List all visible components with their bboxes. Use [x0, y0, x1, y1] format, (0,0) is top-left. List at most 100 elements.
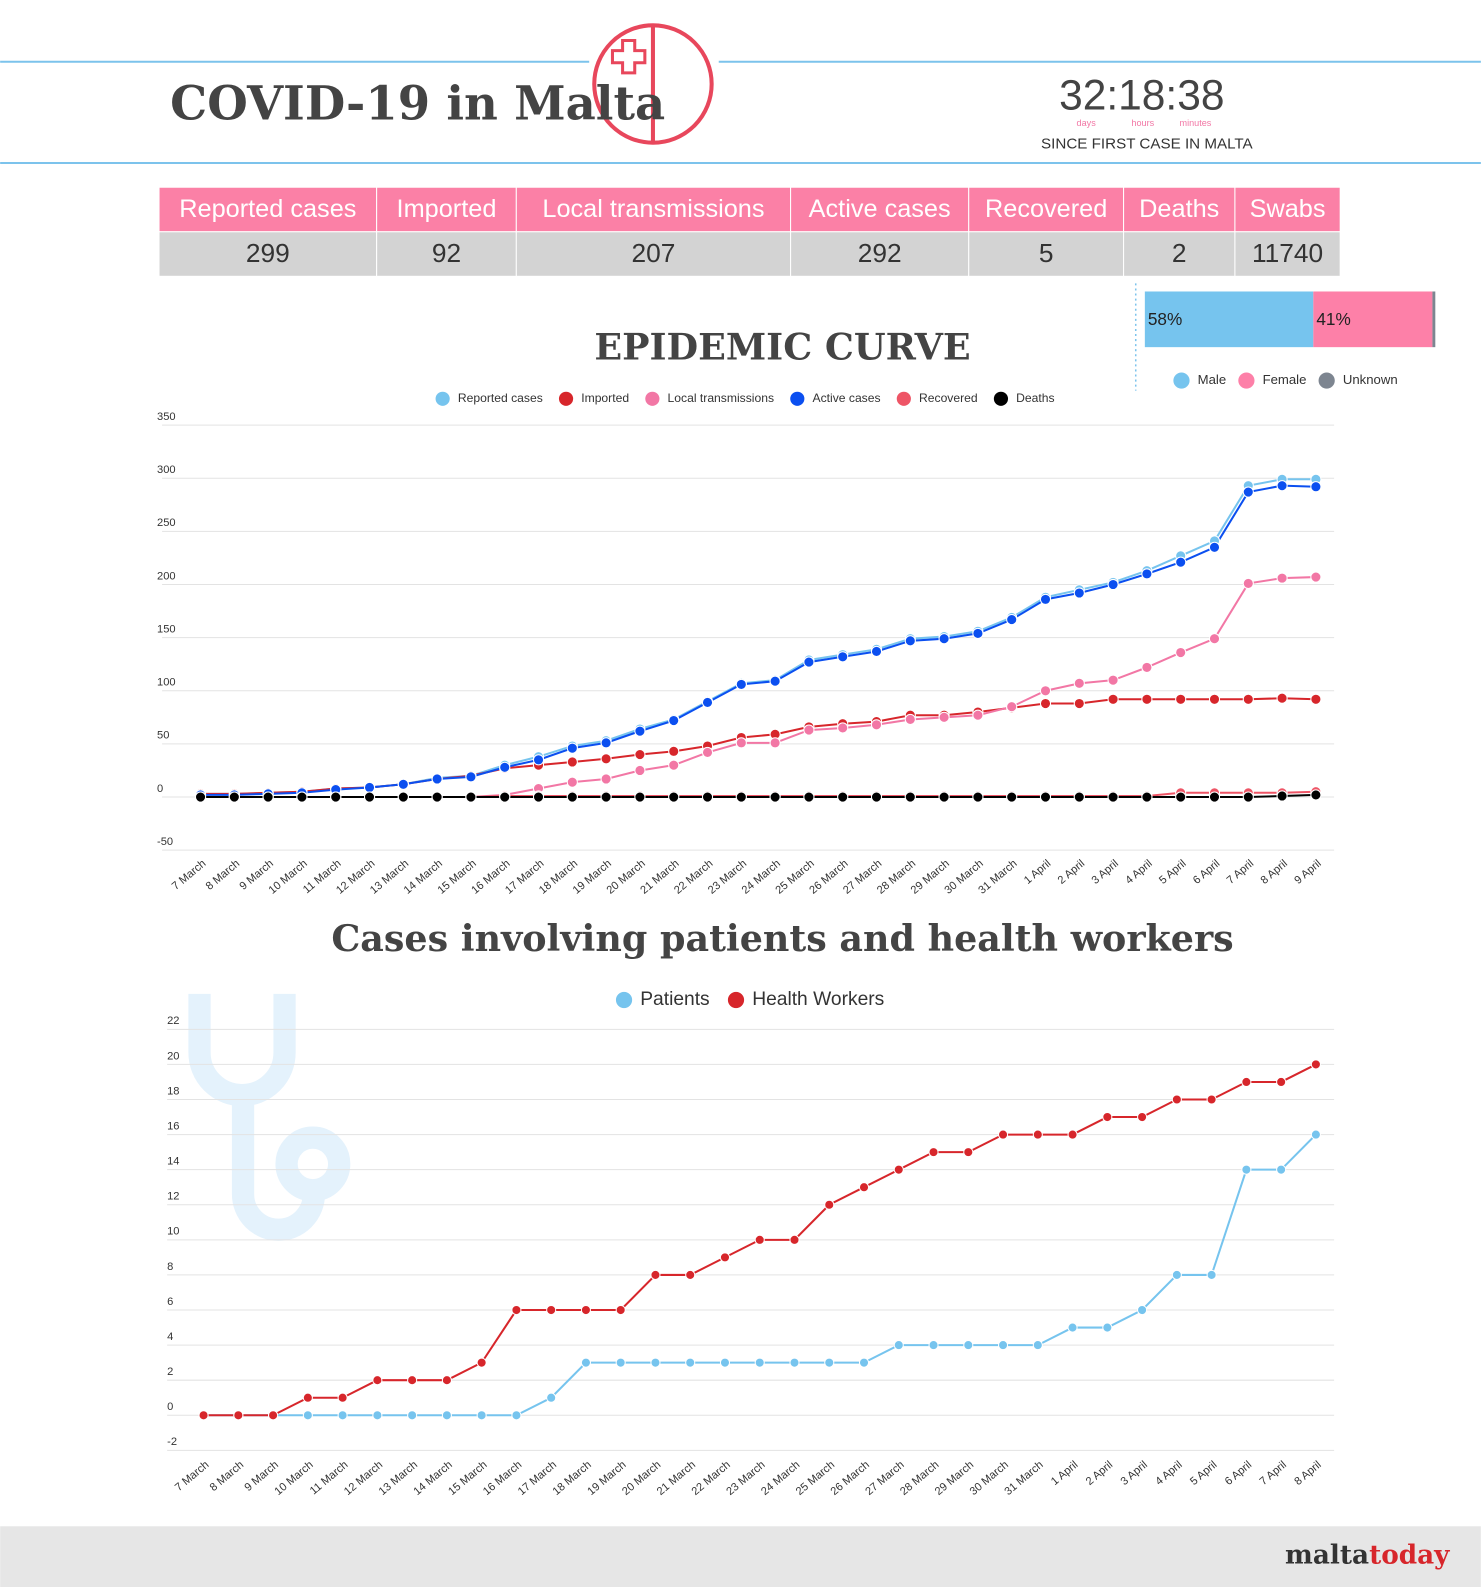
table-value: 299 — [246, 238, 290, 268]
data-point — [938, 633, 950, 645]
x-tick-label: 10 March — [272, 1459, 315, 1498]
x-tick-label: 9 April — [1292, 858, 1323, 887]
data-point — [701, 696, 714, 709]
data-point — [1006, 791, 1018, 803]
data-point — [1073, 587, 1085, 599]
x-tick-label: 3 April — [1119, 1459, 1150, 1488]
y-tick-label: 200 — [157, 570, 176, 582]
x-tick-label: 8 April — [1259, 858, 1290, 887]
data-label: 58% — [1148, 309, 1182, 329]
x-tick-label: 8 March — [204, 858, 242, 893]
y-tick-label: 0 — [167, 1401, 173, 1413]
series-line — [200, 478, 1316, 795]
data-point — [580, 1357, 591, 1368]
data-point — [1242, 486, 1254, 498]
bar-segment — [1432, 291, 1436, 348]
legend-label: Female — [1263, 372, 1307, 387]
y-tick-label: 12 — [167, 1191, 179, 1203]
x-tick-label: 6 April — [1191, 858, 1222, 887]
x-tick-label: 5 April — [1188, 1459, 1219, 1488]
data-point — [735, 678, 747, 690]
data-point — [194, 791, 207, 803]
data-point — [1276, 572, 1288, 584]
table-cell — [1234, 231, 1341, 277]
table-header-cell — [1123, 186, 1236, 233]
data-point — [1208, 693, 1221, 705]
series-line — [200, 793, 1316, 799]
legend: Patients Health Workers — [615, 989, 884, 1010]
series-line — [200, 484, 1316, 796]
data-point — [789, 1234, 800, 1245]
table-header: Swabs — [1250, 195, 1326, 223]
data-point — [302, 1392, 313, 1403]
bar-segment — [1144, 291, 1314, 348]
data-point — [1175, 556, 1187, 568]
y-tick-label: 250 — [157, 517, 176, 529]
x-tick-label: 1 April — [1049, 1459, 1080, 1488]
data-point — [803, 656, 815, 668]
y-tick-label: 100 — [157, 677, 176, 689]
x-tick-label: 1 April — [1022, 858, 1053, 887]
y-tick-label: 4 — [167, 1331, 173, 1343]
data-point — [754, 1357, 765, 1368]
table-header-cell — [1234, 186, 1341, 233]
y-tick-label: -50 — [157, 836, 173, 848]
data-point — [1206, 1094, 1217, 1105]
data-point — [397, 791, 409, 803]
legend: Reported cases Imported Local transmission… — [435, 391, 1055, 406]
data-point — [769, 791, 781, 803]
data-point — [233, 1410, 244, 1421]
data-point — [769, 675, 781, 687]
data-point — [1107, 674, 1119, 686]
data-point — [1310, 481, 1322, 493]
data-point — [1241, 1164, 1252, 1175]
table-header: Reported cases — [179, 195, 356, 223]
data-point — [789, 1357, 800, 1368]
data-point — [296, 791, 308, 803]
legend: Male Female Unknown — [1173, 372, 1398, 389]
table-header-cell — [968, 186, 1125, 233]
data-point — [546, 1392, 557, 1403]
data-point — [476, 1410, 487, 1421]
data-point — [1067, 1129, 1078, 1140]
x-tick-label: 2 April — [1084, 1459, 1115, 1488]
y-tick-label: 0 — [157, 783, 163, 795]
data-point — [228, 791, 240, 803]
data-point — [668, 759, 680, 771]
data-point — [1175, 791, 1187, 803]
data-point — [600, 737, 612, 749]
logo-part: today — [1369, 1540, 1450, 1571]
timer-unit: minutes — [1180, 118, 1212, 128]
data-point — [407, 1410, 418, 1421]
data-point — [337, 1392, 348, 1403]
data-point — [634, 764, 646, 777]
x-tick-label: 8 April — [1292, 1459, 1323, 1488]
data-point — [1310, 1129, 1321, 1140]
table-value: 2 — [1172, 238, 1187, 268]
timer-caption: SINCE FIRST CASE IN MALTA — [1041, 136, 1253, 153]
data-point — [363, 791, 376, 803]
data-point — [803, 724, 815, 736]
data-point — [1107, 693, 1119, 705]
data-point — [1067, 1322, 1078, 1333]
data-point — [476, 1357, 487, 1368]
y-tick-label: 300 — [157, 464, 176, 476]
data-point — [963, 1147, 974, 1158]
legend-label: Male — [1198, 372, 1226, 387]
table-value: 207 — [632, 238, 676, 268]
data-point — [511, 1410, 522, 1421]
table-header: Local transmissions — [542, 195, 764, 223]
data-point — [668, 714, 680, 727]
data-point — [198, 1410, 209, 1421]
x-tick-label: 5 April — [1157, 858, 1188, 887]
data-point — [532, 791, 545, 803]
data-point — [824, 1199, 835, 1210]
data-point — [511, 1304, 522, 1316]
data-point — [938, 711, 950, 723]
watermark — [188, 993, 351, 1241]
data-point — [262, 791, 274, 803]
data-point — [1039, 593, 1052, 605]
data-point — [997, 1129, 1009, 1140]
data-point — [1242, 791, 1254, 803]
data-point — [1208, 633, 1221, 645]
